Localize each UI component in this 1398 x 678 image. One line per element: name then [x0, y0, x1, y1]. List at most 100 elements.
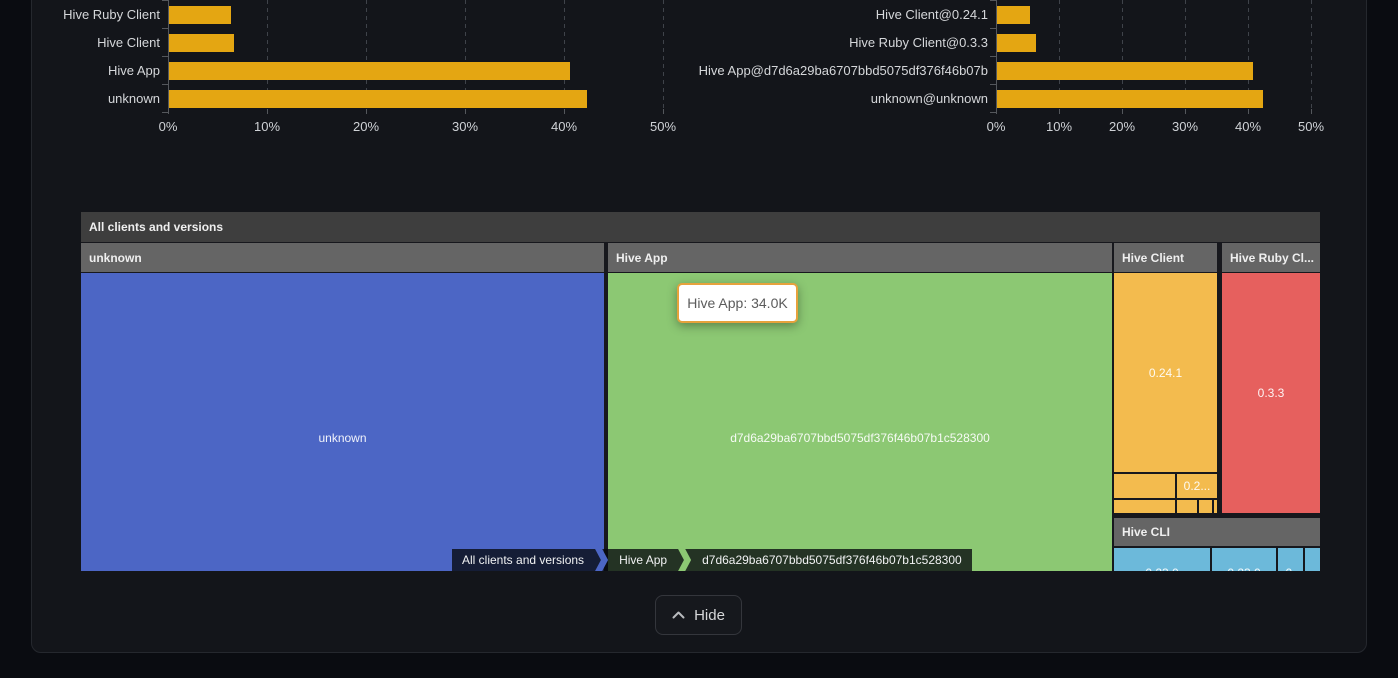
bar-hive-app[interactable]: [169, 62, 570, 80]
breadcrumb-item-hive-app[interactable]: Hive App: [609, 549, 678, 571]
x-tick-label: 20%: [352, 119, 380, 134]
group-header-unknown[interactable]: unknown: [81, 243, 604, 272]
leaf-hive-client-d[interactable]: [1199, 500, 1212, 513]
gridline: [1122, 0, 1123, 109]
leaf-hive-cli-3-label: 0.: [1285, 566, 1295, 571]
x-tick-label: 40%: [550, 119, 578, 134]
bar-hive-client-0-24-1[interactable]: [997, 6, 1031, 24]
x-tick-label: 50%: [649, 119, 677, 134]
leaf-hive-client-e[interactable]: [1214, 500, 1217, 513]
category-label: unknown@unknown: [870, 91, 988, 106]
x-axis-tick: [564, 109, 565, 114]
group-header-hive-app-label: Hive App: [616, 250, 668, 265]
bar-hive-app-d7d6a29ba6707bbd5075df376f46b07b[interactable]: [997, 62, 1254, 80]
breadcrumb-separator: [677, 549, 693, 571]
leaf-hive-app-hash-label: d7d6a29ba6707bbd5075df376f46b07b1c528300: [730, 430, 990, 445]
x-tick-label: 50%: [1297, 119, 1325, 134]
y-axis-tick: [162, 112, 168, 113]
bar-hive-ruby-client-0-3-3[interactable]: [997, 34, 1037, 52]
bar-hive-client[interactable]: [169, 34, 235, 52]
y-axis-tick: [990, 112, 996, 113]
gridline: [564, 0, 565, 109]
leaf-hive-ruby-033[interactable]: 0.3.3: [1222, 273, 1320, 513]
gridline: [1185, 0, 1186, 109]
x-axis-tick: [465, 109, 466, 114]
leaf-hive-client-b[interactable]: [1114, 500, 1175, 513]
category-label: Hive Client@0.24.1: [875, 7, 988, 22]
x-axis-tick: [1311, 109, 1312, 114]
breadcrumb-item-root[interactable]: All clients and versions: [452, 549, 595, 571]
leaf-hive-client-0241-label: 0.24.1: [1148, 365, 1183, 380]
x-axis-tick: [366, 109, 367, 114]
breadcrumb-separator: [594, 549, 610, 571]
hide-button-label: Hide: [694, 606, 725, 624]
treemap-root-header-label: All clients and versions: [89, 220, 224, 234]
y-axis-tick: [990, 0, 996, 1]
x-tick-label: 0%: [158, 119, 178, 134]
clients-versions-treemap: All clients and versions unknown unknown Hi…: [81, 212, 1320, 571]
group-header-hive-client-label: Hive Client: [1122, 250, 1185, 265]
leaf-hive-client-02[interactable]: 0.2...: [1177, 474, 1217, 498]
x-tick-label: 30%: [451, 119, 479, 134]
breadcrumb-item-hash[interactable]: d7d6a29ba6707bbd5075df376f46b07b1c528300: [692, 549, 972, 571]
y-axis-tick: [990, 28, 996, 29]
group-header-hive-app[interactable]: Hive App: [608, 243, 1112, 272]
y-axis-line: [168, 0, 169, 114]
chevron-up-icon: [672, 611, 685, 619]
x-axis-tick: [1185, 109, 1186, 114]
leaf-hive-client-a[interactable]: [1114, 474, 1175, 498]
treemap-tooltip: Hive App: 34.0K: [677, 283, 798, 323]
gridline: [366, 0, 367, 109]
category-label: Hive App: [107, 63, 160, 78]
y-axis-tick: [162, 0, 168, 1]
x-tick-label: 10%: [253, 119, 281, 134]
y-axis-tick: [162, 84, 168, 85]
gridline: [1059, 0, 1060, 109]
leaf-hive-cli-4[interactable]: [1305, 548, 1320, 571]
x-axis-tick: [1248, 109, 1249, 114]
treemap-root-header: All clients and versions: [81, 212, 1320, 242]
category-label: unknown: [107, 91, 160, 106]
leaf-hive-cli-1[interactable]: 0.23.0: [1114, 548, 1210, 571]
breadcrumb: All clients and versions Hive App d7d6a2…: [452, 549, 972, 571]
y-axis-line: [996, 0, 997, 114]
group-header-hive-ruby[interactable]: Hive Ruby Cl...: [1222, 243, 1320, 272]
x-axis-tick: [1122, 109, 1123, 114]
leaf-unknown[interactable]: unknown: [81, 273, 604, 571]
group-header-hive-cli[interactable]: Hive CLI: [1114, 518, 1320, 546]
leaf-hive-cli-3[interactable]: 0.: [1278, 548, 1303, 571]
leaf-hive-ruby-033-label: 0.3.3: [1257, 386, 1285, 400]
x-tick-label: 0%: [986, 119, 1006, 134]
leaf-unknown-label: unknown: [318, 430, 367, 445]
x-tick-label: 30%: [1171, 119, 1199, 134]
chevron-right-icon: [595, 549, 609, 571]
gridline: [267, 0, 268, 109]
hide-button[interactable]: Hide: [655, 595, 742, 635]
gridline: [1248, 0, 1249, 109]
x-tick-label: 20%: [1108, 119, 1136, 134]
category-label: Hive Ruby Client@0.3.3: [849, 35, 988, 50]
x-tick-label: 40%: [1234, 119, 1262, 134]
tooltip-text: Hive App: 34.0K: [687, 295, 788, 311]
leaf-hive-cli-2[interactable]: 0.23.0: [1212, 548, 1276, 571]
group-header-hive-cli-label: Hive CLI: [1122, 525, 1171, 539]
x-tick-label: 10%: [1045, 119, 1073, 134]
gridline: [1311, 0, 1312, 109]
leaf-hive-client-02-label: 0.2...: [1183, 479, 1211, 493]
group-header-hive-client[interactable]: Hive Client: [1114, 243, 1217, 272]
bar-unknown-unknown[interactable]: [997, 90, 1263, 108]
category-label: Hive App@d7d6a29ba6707bbd5075df376f46b07…: [698, 63, 988, 78]
leaf-hive-client-0241[interactable]: 0.24.1: [1114, 273, 1217, 472]
leaf-hive-cli-1-label: 0.23.0: [1145, 566, 1178, 571]
y-axis-tick: [990, 56, 996, 57]
bar-hive-ruby-client[interactable]: [169, 6, 232, 24]
leaf-hive-cli-2-label: 0.23.0: [1227, 566, 1260, 571]
group-header-unknown-label: unknown: [89, 250, 142, 265]
x-axis-tick: [267, 109, 268, 114]
category-label: Hive Ruby Client: [63, 7, 160, 22]
leaf-hive-client-c[interactable]: [1177, 500, 1197, 513]
x-axis-tick: [1059, 109, 1060, 114]
gridline: [465, 0, 466, 109]
bar-unknown[interactable]: [169, 90, 587, 108]
